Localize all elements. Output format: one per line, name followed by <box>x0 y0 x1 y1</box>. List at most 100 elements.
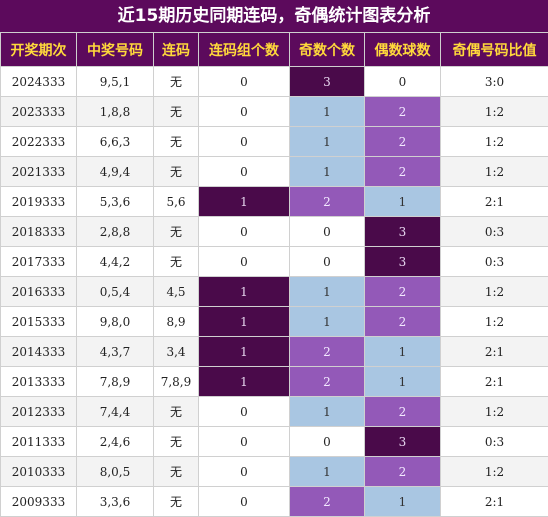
consecutive-count-cell: 1 <box>198 366 290 397</box>
consecutive-cell: 无 <box>153 246 199 277</box>
consecutive-cell: 5,6 <box>153 186 199 217</box>
ratio-cell: 2:1 <box>440 186 548 217</box>
odd-count-cell: 2 <box>289 186 365 217</box>
even-count-cell: 2 <box>364 276 441 307</box>
period-cell: 2023333 <box>0 96 77 127</box>
table-body: 2024333 9,5,1 无 0 3 0 3:0 2023333 1,8,8 无 0 1 2 1:2 20… <box>0 66 548 517</box>
odd-count-cell: 1 <box>289 456 365 487</box>
numbers-cell: 4,4,2 <box>76 246 154 277</box>
odd-count-cell: 0 <box>289 216 365 247</box>
period-cell: 2012333 <box>0 396 77 427</box>
consecutive-cell: 无 <box>153 456 199 487</box>
ratio-cell: 1:2 <box>440 276 548 307</box>
consecutive-count-cell: 1 <box>198 276 290 307</box>
consecutive-cell: 无 <box>153 486 199 517</box>
table-row: 2010333 8,0,5 无 0 1 2 1:2 <box>0 456 548 487</box>
header-even-count: 偶数球数 <box>364 32 441 67</box>
period-cell: 2009333 <box>0 486 77 517</box>
consecutive-count-cell: 1 <box>198 336 290 367</box>
odd-count-cell: 0 <box>289 426 365 457</box>
numbers-cell: 6,6,3 <box>76 126 154 157</box>
odd-count-cell: 1 <box>289 156 365 187</box>
consecutive-cell: 无 <box>153 156 199 187</box>
consecutive-cell: 7,8,9 <box>153 366 199 397</box>
consecutive-count-cell: 0 <box>198 246 290 277</box>
table-row: 2013333 7,8,9 7,8,9 1 2 1 2:1 <box>0 366 548 397</box>
even-count-cell: 2 <box>364 306 441 337</box>
even-count-cell: 2 <box>364 126 441 157</box>
consecutive-cell: 无 <box>153 96 199 127</box>
table-row: 2024333 9,5,1 无 0 3 0 3:0 <box>0 66 548 97</box>
numbers-cell: 5,3,6 <box>76 186 154 217</box>
consecutive-count-cell: 0 <box>198 426 290 457</box>
ratio-cell: 1:2 <box>440 96 548 127</box>
odd-count-cell: 1 <box>289 276 365 307</box>
header-odd-even-ratio: 奇偶号码比值 <box>440 32 548 67</box>
table-row: 2019333 5,3,6 5,6 1 2 1 2:1 <box>0 186 548 217</box>
ratio-cell: 3:0 <box>440 66 548 97</box>
header-numbers: 中奖号码 <box>76 32 154 67</box>
ratio-cell: 1:2 <box>440 306 548 337</box>
even-count-cell: 1 <box>364 486 441 517</box>
ratio-cell: 1:2 <box>440 156 548 187</box>
even-count-cell: 2 <box>364 96 441 127</box>
consecutive-count-cell: 0 <box>198 486 290 517</box>
consecutive-count-cell: 1 <box>198 186 290 217</box>
consecutive-count-cell: 0 <box>198 456 290 487</box>
consecutive-cell: 无 <box>153 426 199 457</box>
consecutive-cell: 3,4 <box>153 336 199 367</box>
even-count-cell: 3 <box>364 246 441 277</box>
numbers-cell: 7,8,9 <box>76 366 154 397</box>
period-cell: 2011333 <box>0 426 77 457</box>
even-count-cell: 1 <box>364 186 441 217</box>
numbers-cell: 2,4,6 <box>76 426 154 457</box>
page-title: 近15期历史同期连码，奇偶统计图表分析 <box>0 0 548 32</box>
consecutive-count-cell: 1 <box>198 306 290 337</box>
header-row: 开奖期次 中奖号码 连码 连码组个数 奇数个数 偶数球数 奇偶号码比值 <box>0 32 548 67</box>
even-count-cell: 0 <box>364 66 441 97</box>
period-cell: 2013333 <box>0 366 77 397</box>
table-row: 2011333 2,4,6 无 0 0 3 0:3 <box>0 426 548 457</box>
ratio-cell: 0:3 <box>440 246 548 277</box>
period-cell: 2017333 <box>0 246 77 277</box>
consecutive-count-cell: 0 <box>198 96 290 127</box>
table-row: 2016333 0,5,4 4,5 1 1 2 1:2 <box>0 276 548 307</box>
ratio-cell: 2:1 <box>440 366 548 397</box>
period-cell: 2019333 <box>0 186 77 217</box>
consecutive-cell: 无 <box>153 396 199 427</box>
consecutive-count-cell: 0 <box>198 66 290 97</box>
period-cell: 2015333 <box>0 306 77 337</box>
even-count-cell: 1 <box>364 336 441 367</box>
table-row: 2014333 4,3,7 3,4 1 2 1 2:1 <box>0 336 548 367</box>
consecutive-count-cell: 0 <box>198 126 290 157</box>
table-row: 2023333 1,8,8 无 0 1 2 1:2 <box>0 96 548 127</box>
period-cell: 2021333 <box>0 156 77 187</box>
header-consecutive-count: 连码组个数 <box>198 32 290 67</box>
table-row: 2022333 6,6,3 无 0 1 2 1:2 <box>0 126 548 157</box>
header-odd-count: 奇数个数 <box>289 32 365 67</box>
table-row: 2009333 3,3,6 无 0 2 1 2:1 <box>0 486 548 517</box>
odd-count-cell: 3 <box>289 66 365 97</box>
period-cell: 2010333 <box>0 456 77 487</box>
table-row: 2012333 7,4,4 无 0 1 2 1:2 <box>0 396 548 427</box>
consecutive-count-cell: 0 <box>198 216 290 247</box>
even-count-cell: 2 <box>364 396 441 427</box>
numbers-cell: 4,9,4 <box>76 156 154 187</box>
consecutive-cell: 无 <box>153 126 199 157</box>
consecutive-count-cell: 0 <box>198 396 290 427</box>
numbers-cell: 9,5,1 <box>76 66 154 97</box>
odd-count-cell: 2 <box>289 336 365 367</box>
odd-count-cell: 0 <box>289 246 365 277</box>
even-count-cell: 2 <box>364 456 441 487</box>
even-count-cell: 3 <box>364 426 441 457</box>
ratio-cell: 1:2 <box>440 456 548 487</box>
table-row: 2015333 9,8,0 8,9 1 1 2 1:2 <box>0 306 548 337</box>
ratio-cell: 1:2 <box>440 396 548 427</box>
consecutive-cell: 4,5 <box>153 276 199 307</box>
period-cell: 2014333 <box>0 336 77 367</box>
even-count-cell: 3 <box>364 216 441 247</box>
header-consecutive: 连码 <box>153 32 199 67</box>
ratio-cell: 2:1 <box>440 336 548 367</box>
consecutive-cell: 无 <box>153 66 199 97</box>
